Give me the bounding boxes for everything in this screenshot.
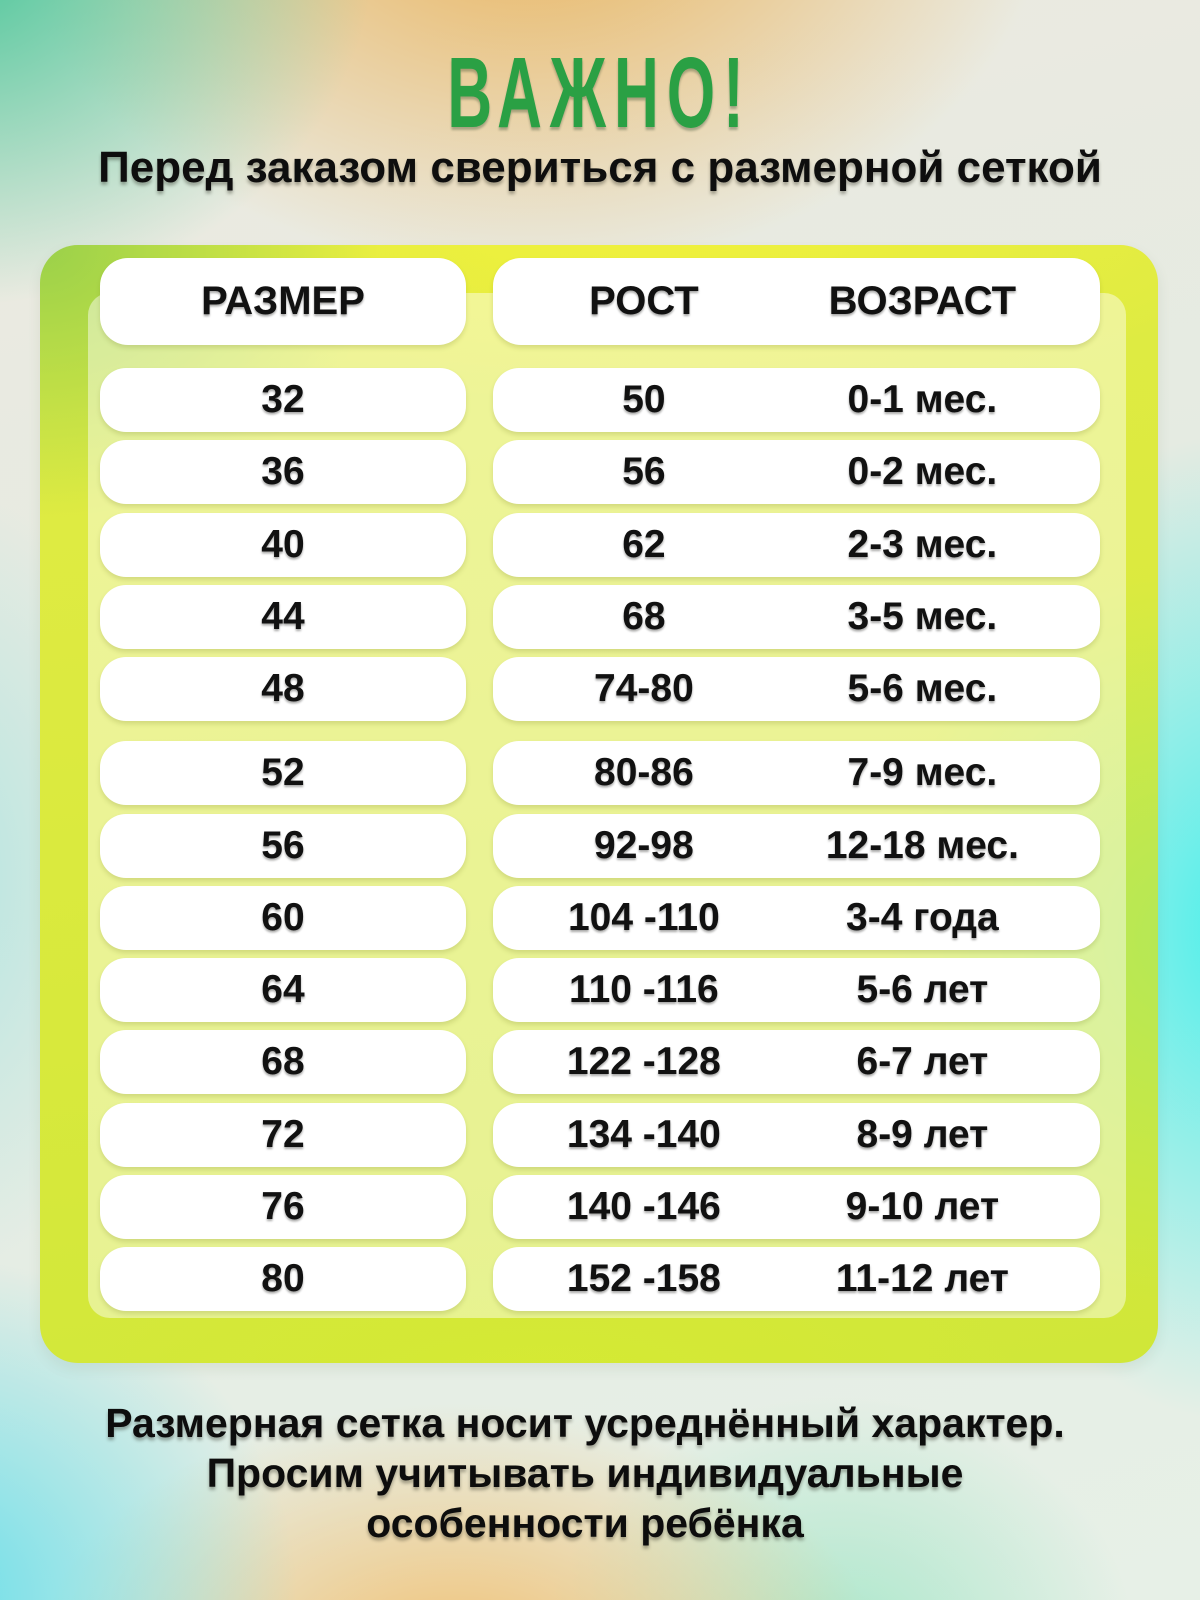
size-cell: 36 — [100, 440, 466, 505]
table-row: 44 68 3-5 мес. — [100, 584, 1100, 649]
height-value: 140 -146 — [566, 1184, 721, 1228]
note-line-1: Размерная сетка носит усреднённый характ… — [105, 1400, 1065, 1446]
header-size-label: РАЗМЕР — [201, 279, 365, 323]
age-value: 0-2 мес. — [847, 450, 998, 494]
size-table-board: РАЗМЕР РОСТ ВОЗРАСТ 32 50 0-1 мес. 36 56… — [40, 245, 1158, 1363]
age-value: 3-4 года — [846, 895, 999, 939]
height-value: 134 -140 — [566, 1112, 721, 1156]
height-age-cell: 140 -146 9-10 лет — [493, 1174, 1100, 1239]
size-value: 72 — [261, 1112, 305, 1156]
size-value: 44 — [261, 594, 305, 638]
height-age-cell: 92-98 12-18 мес. — [493, 813, 1100, 878]
height-value: 152 -158 — [566, 1257, 721, 1300]
size-value: 40 — [261, 522, 305, 566]
age-value: 5-6 мес. — [847, 667, 998, 710]
footer-note: Размерная сетка носит усреднённый характ… — [0, 1398, 1170, 1548]
table-row: 56 92-98 12-18 мес. — [100, 813, 1100, 878]
height-age-cell: 134 -140 8-9 лет — [493, 1102, 1100, 1167]
size-cell: 52 — [100, 741, 466, 806]
size-value: 60 — [261, 895, 305, 939]
height-age-cell: 50 0-1 мес. — [493, 368, 1100, 432]
table-row: 60 104 -110 3-4 года — [100, 885, 1100, 950]
table-row: 40 62 2-3 мес. — [100, 512, 1100, 577]
size-value: 80 — [261, 1257, 305, 1300]
size-cell: 72 — [100, 1102, 466, 1167]
age-value: 5-6 лет — [856, 968, 989, 1011]
height-value: 110 -116 — [569, 968, 719, 1011]
height-age-cell: 62 2-3 мес. — [493, 512, 1100, 577]
height-value: 68 — [622, 594, 666, 638]
size-cell: 44 — [100, 584, 466, 649]
table-row: 64 110 -116 5-6 лет — [100, 958, 1100, 1022]
age-value: 0-1 мес. — [847, 378, 998, 421]
table-row: 32 50 0-1 мес. — [100, 368, 1100, 432]
height-value: 50 — [622, 378, 666, 421]
age-value: 2-3 мес. — [847, 522, 998, 566]
size-value: 36 — [261, 450, 305, 494]
table-row: 68 122 -128 6-7 лет — [100, 1030, 1100, 1095]
header-age-label: ВОЗРАСТ — [828, 279, 1017, 323]
header-height-label: РОСТ — [589, 279, 699, 323]
age-value: 8-9 лет — [856, 1112, 989, 1156]
table-header-row: РАЗМЕР РОСТ ВОЗРАСТ — [100, 258, 1100, 345]
size-cell: 48 — [100, 657, 466, 721]
table-body: 32 50 0-1 мес. 36 56 0-2 мес. 40 62 2-3 … — [100, 368, 1100, 1311]
table-row: 48 74-80 5-6 мес. — [100, 657, 1100, 721]
size-cell: 56 — [100, 813, 466, 878]
height-age-cell: 56 0-2 мес. — [493, 440, 1100, 505]
table-row: 72 134 -140 8-9 лет — [100, 1102, 1100, 1167]
height-age-cell: 104 -110 3-4 года — [493, 885, 1100, 950]
height-value: 56 — [622, 450, 666, 494]
size-value: 32 — [261, 378, 305, 421]
height-age-cell: 110 -116 5-6 лет — [493, 958, 1100, 1022]
height-value: 92-98 — [594, 823, 694, 867]
age-value: 3-5 мес. — [847, 594, 998, 638]
note-line-2: Просим учитывать индивидуальные — [206, 1450, 964, 1496]
table-row: 76 140 -146 9-10 лет — [100, 1174, 1100, 1239]
size-cell: 60 — [100, 885, 466, 950]
table-row: 52 80-86 7-9 мес. — [100, 741, 1100, 806]
size-cell: 64 — [100, 958, 466, 1022]
height-age-cell: 68 3-5 мес. — [493, 584, 1100, 649]
height-value: 104 -110 — [567, 895, 720, 939]
size-value: 64 — [261, 968, 305, 1011]
page-title-text: ВАЖНО! — [447, 37, 753, 149]
size-cell: 32 — [100, 368, 466, 432]
subtitle: Перед заказом свериться с размерной сетк… — [98, 143, 1102, 192]
height-age-cell: 122 -128 6-7 лет — [493, 1030, 1100, 1095]
age-value: 12-18 мес. — [825, 823, 1019, 867]
header-height-age-pill: РОСТ ВОЗРАСТ — [493, 258, 1100, 345]
size-value: 52 — [261, 751, 305, 795]
size-cell: 80 — [100, 1247, 466, 1311]
height-age-cell: 74-80 5-6 мес. — [493, 657, 1100, 721]
header-size-pill: РАЗМЕР — [100, 258, 466, 345]
table-row: 36 56 0-2 мес. — [100, 440, 1100, 505]
height-value: 80-86 — [594, 751, 694, 795]
size-cell: 68 — [100, 1030, 466, 1095]
age-value: 9-10 лет — [845, 1184, 1000, 1228]
size-value: 76 — [261, 1184, 305, 1228]
table-row: 80 152 -158 11-12 лет — [100, 1247, 1100, 1311]
height-value: 74-80 — [594, 667, 694, 710]
height-value: 62 — [622, 522, 666, 566]
age-value: 11-12 лет — [835, 1257, 1009, 1300]
page-title: ВАЖНО! — [0, 42, 1200, 144]
size-value: 56 — [261, 823, 305, 867]
height-value: 122 -128 — [566, 1040, 721, 1084]
age-value: 6-7 лет — [856, 1040, 989, 1084]
size-value: 68 — [261, 1040, 305, 1084]
size-value: 48 — [261, 667, 305, 710]
note-line-3: особенности ребёнка — [366, 1500, 804, 1546]
age-value: 7-9 мес. — [847, 751, 998, 795]
height-age-cell: 152 -158 11-12 лет — [493, 1247, 1100, 1311]
size-cell: 76 — [100, 1174, 466, 1239]
height-age-cell: 80-86 7-9 мес. — [493, 741, 1100, 806]
size-cell: 40 — [100, 512, 466, 577]
